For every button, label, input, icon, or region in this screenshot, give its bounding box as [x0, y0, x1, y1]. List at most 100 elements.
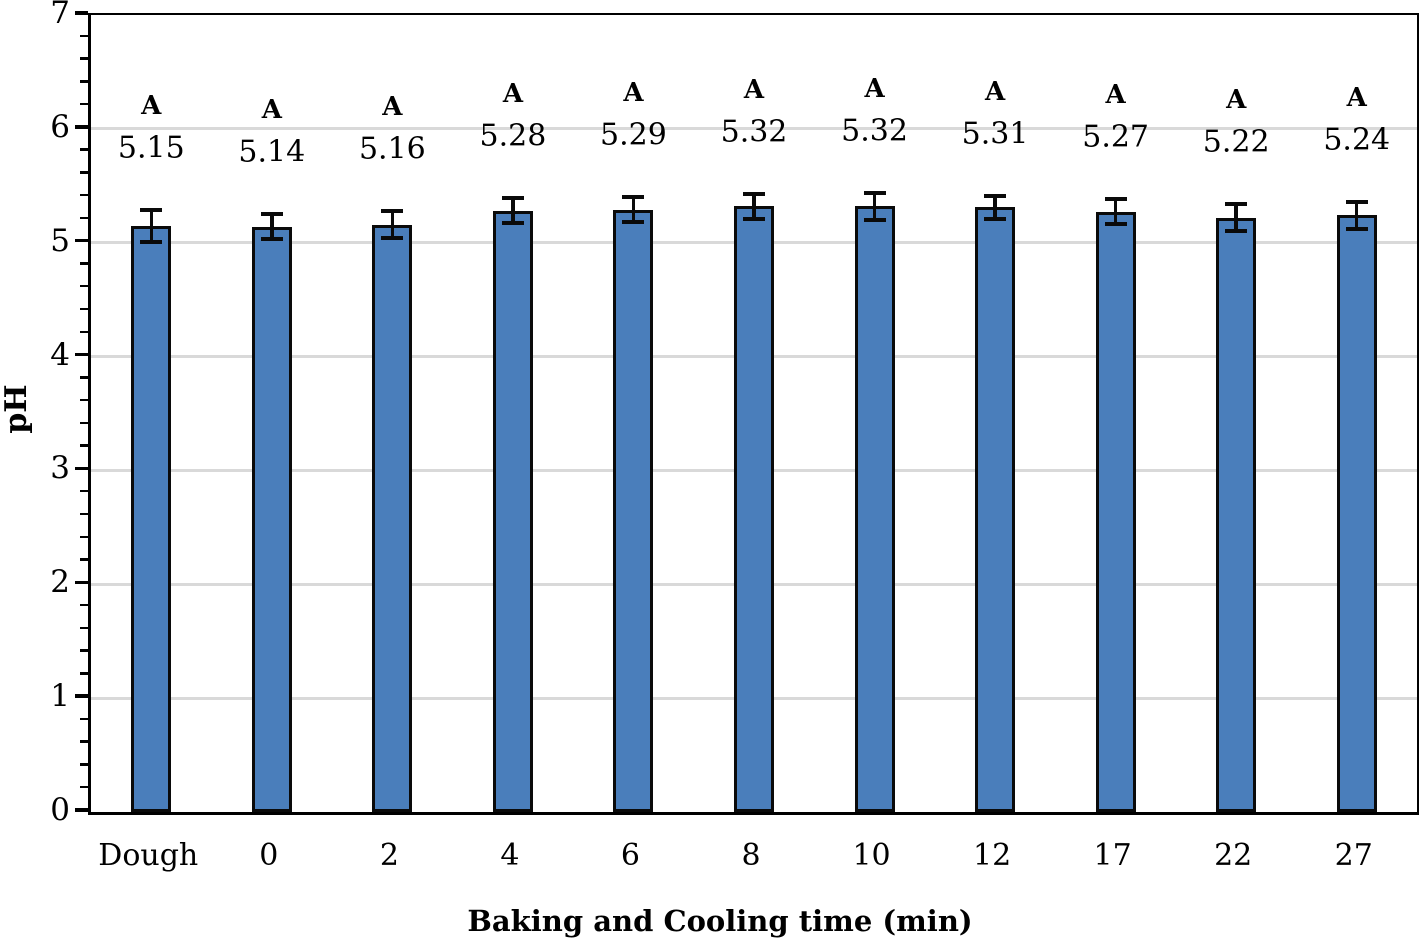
y-minor-tick — [80, 34, 88, 37]
y-minor-tick — [80, 376, 88, 379]
y-tick-label: 7 — [50, 0, 70, 31]
error-bar-top-cap — [984, 194, 1007, 199]
y-minor-tick — [80, 307, 88, 311]
y-tick-label: 4 — [50, 336, 70, 373]
value-label: 5.24 — [1323, 122, 1391, 158]
bar — [131, 225, 172, 812]
y-minor-tick — [80, 490, 88, 493]
error-bar — [631, 197, 636, 223]
error-bar-bottom-cap — [984, 216, 1007, 221]
y-major-tick — [75, 239, 88, 243]
x-tick-label: 12 — [972, 838, 1012, 873]
y-minor-tick — [80, 57, 88, 60]
value-label: 5.27 — [1082, 119, 1150, 155]
y-major-tick — [75, 11, 88, 15]
significance-letter: A — [984, 77, 1006, 108]
y-minor-tick — [80, 216, 88, 220]
plot-area: 5.15 A 5.14 A 5.16 A 5.28 A 5.29 A 5.32 A 5.32 A 5.31 A… — [88, 13, 1419, 815]
y-minor-tick — [80, 262, 88, 265]
x-tick-label: 0 — [259, 838, 279, 873]
error-bar — [872, 192, 877, 220]
significance-letter: A — [1226, 85, 1247, 115]
bar — [1095, 211, 1136, 812]
bar — [372, 224, 413, 812]
y-minor-tick — [80, 421, 88, 425]
x-tick-label: 27 — [1334, 838, 1373, 873]
y-minor-tick — [80, 398, 88, 402]
x-tick-label: 17 — [1093, 838, 1132, 873]
error-bar-bottom-cap — [381, 236, 404, 241]
error-bar — [149, 209, 154, 242]
error-bar — [1234, 204, 1238, 232]
error-bar-bottom-cap — [501, 221, 524, 226]
significance-letter: A — [743, 74, 765, 105]
y-minor-tick — [80, 740, 88, 743]
y-minor-tick — [80, 786, 88, 789]
value-label: 5.14 — [238, 134, 306, 170]
error-bar-bottom-cap — [743, 216, 765, 221]
error-bar-top-cap — [743, 191, 765, 196]
error-bar — [390, 210, 395, 239]
y-minor-tick — [80, 80, 88, 83]
error-bar-top-cap — [260, 212, 283, 217]
y-minor-tick — [80, 763, 88, 766]
bar — [1216, 217, 1257, 812]
x-tick-label: 22 — [1214, 838, 1253, 873]
value-label: 5.22 — [1202, 124, 1270, 160]
significance-letter: A — [623, 78, 644, 109]
y-tick-label: 3 — [50, 450, 70, 487]
bar — [492, 210, 533, 812]
y-tick-label: 2 — [50, 564, 70, 601]
y-minor-tick — [80, 193, 88, 197]
bar — [854, 206, 895, 812]
y-tick-label: 5 — [50, 222, 70, 259]
error-bar — [1113, 199, 1118, 225]
bar — [1336, 215, 1377, 812]
y-minor-tick — [80, 717, 88, 721]
y-minor-tick — [80, 558, 88, 561]
x-tick-label: 4 — [500, 838, 520, 873]
error-bar-bottom-cap — [1225, 229, 1248, 234]
gridline — [91, 127, 1417, 131]
x-tick-label: 8 — [741, 838, 761, 873]
error-bar — [511, 198, 515, 224]
x-tick-label: 6 — [620, 838, 640, 873]
error-bar-bottom-cap — [260, 237, 283, 242]
error-bar-top-cap — [140, 207, 163, 212]
x-tick-label: Dough — [98, 838, 199, 873]
significance-letter: A — [1346, 82, 1367, 113]
value-label: 5.15 — [117, 130, 185, 166]
y-minor-tick — [80, 444, 88, 447]
significance-letter: A — [261, 95, 282, 126]
significance-letter: A — [141, 90, 162, 121]
y-minor-tick — [80, 102, 88, 106]
error-bar-top-cap — [381, 208, 404, 213]
x-tick-label: 10 — [852, 838, 891, 873]
value-label: 5.32 — [720, 114, 788, 150]
value-label: 5.29 — [600, 117, 667, 153]
y-minor-tick — [80, 512, 88, 516]
value-label: 5.16 — [358, 131, 426, 167]
significance-letter: A — [1105, 80, 1126, 111]
y-minor-tick — [80, 626, 88, 630]
significance-letter: A — [864, 73, 885, 104]
y-minor-tick — [80, 603, 88, 607]
error-bar-bottom-cap — [1345, 227, 1368, 232]
y-major-tick — [75, 808, 88, 812]
error-bar — [270, 214, 274, 240]
bar — [734, 206, 774, 812]
error-bar-top-cap — [501, 196, 524, 201]
value-label: 5.32 — [841, 113, 908, 149]
error-bar — [993, 196, 997, 219]
y-minor-tick — [80, 672, 88, 675]
y-tick-label: 1 — [50, 678, 70, 715]
error-bar-top-cap — [622, 195, 645, 200]
y-minor-tick — [80, 649, 88, 652]
y-minor-tick — [80, 171, 88, 174]
y-tick-label: 0 — [50, 792, 70, 828]
y-major-tick — [75, 580, 88, 584]
error-bar-bottom-cap — [140, 239, 163, 244]
error-bar — [752, 193, 756, 219]
x-axis-title: Baking and Cooling time (min) — [467, 904, 973, 938]
